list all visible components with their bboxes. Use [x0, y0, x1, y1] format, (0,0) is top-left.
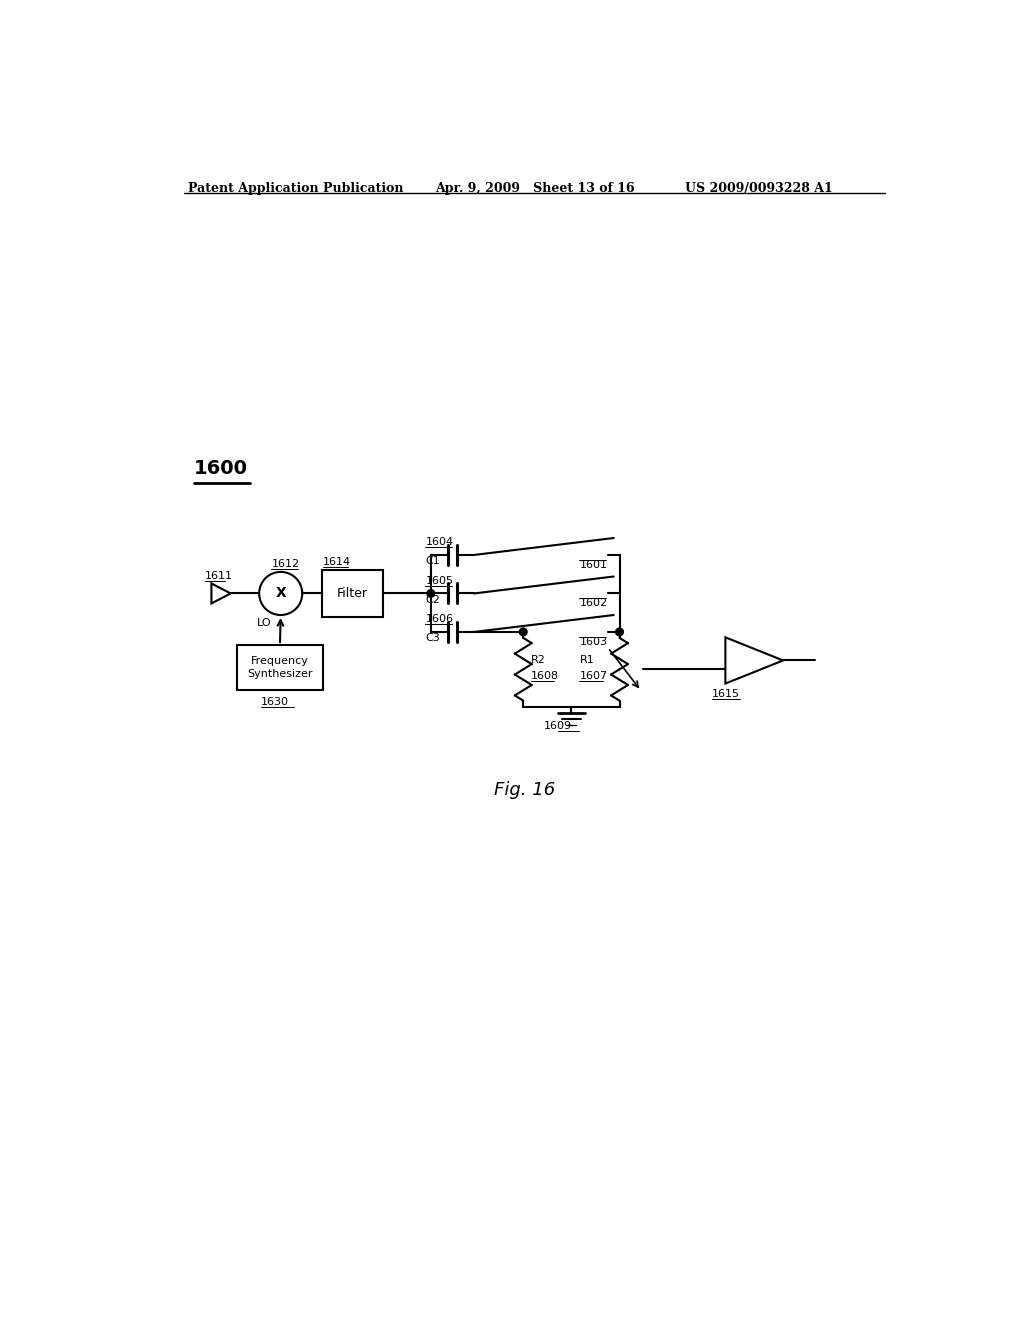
Text: 1615: 1615	[712, 689, 740, 700]
Circle shape	[427, 590, 435, 597]
Text: 1604: 1604	[425, 537, 454, 548]
Text: C1: C1	[425, 557, 440, 566]
Text: X: X	[275, 586, 286, 601]
Text: 1600: 1600	[194, 459, 248, 478]
Text: 1606: 1606	[425, 614, 454, 624]
Text: C3: C3	[425, 634, 440, 643]
Text: Fig. 16: Fig. 16	[495, 781, 555, 799]
Text: 1607: 1607	[580, 671, 607, 681]
Text: 1630: 1630	[261, 697, 289, 706]
Text: 1609: 1609	[544, 721, 571, 731]
Text: Filter: Filter	[337, 587, 368, 601]
Text: 1602: 1602	[580, 598, 607, 609]
Text: Synthesizer: Synthesizer	[247, 668, 312, 678]
Text: 1614: 1614	[323, 557, 351, 566]
Circle shape	[615, 628, 624, 636]
Bar	[237, 645, 323, 689]
Text: 1611: 1611	[205, 572, 233, 581]
Text: 1612: 1612	[271, 558, 300, 569]
Text: Apr. 9, 2009   Sheet 13 of 16: Apr. 9, 2009 Sheet 13 of 16	[435, 182, 634, 194]
Text: 1601: 1601	[580, 560, 607, 569]
Bar	[322, 570, 383, 616]
Text: C2: C2	[425, 595, 440, 605]
Text: US 2009/0093228 A1: US 2009/0093228 A1	[685, 182, 833, 194]
Text: Frequency: Frequency	[251, 656, 309, 667]
Text: R1: R1	[580, 656, 594, 665]
Circle shape	[519, 628, 527, 636]
Text: 1603: 1603	[580, 636, 607, 647]
Text: R2: R2	[531, 656, 546, 665]
Text: Patent Application Publication: Patent Application Publication	[188, 182, 403, 194]
Text: 1608: 1608	[531, 671, 559, 681]
Text: LO: LO	[257, 618, 271, 628]
Text: 1605: 1605	[425, 576, 454, 586]
